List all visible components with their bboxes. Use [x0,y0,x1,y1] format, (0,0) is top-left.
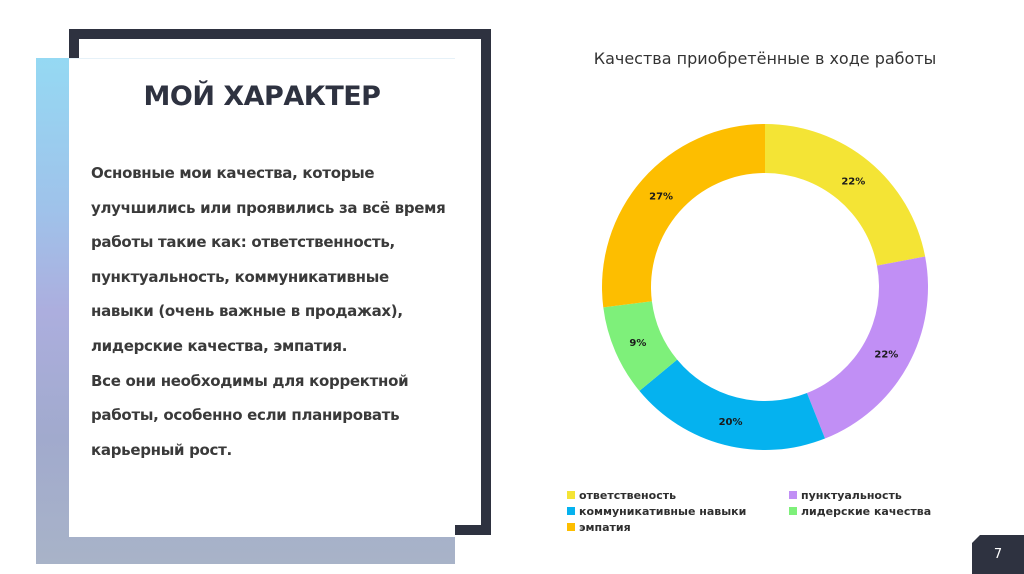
legend-item-punctuality: пунктуальность [789,489,902,502]
page-number: 7 [972,535,1024,574]
body-line: карьерный рост. [91,440,232,459]
donut-slice [639,359,826,450]
slice-label: 20% [719,417,743,428]
legend-item-empathy: эмпатия [567,521,631,534]
legend-label: лидерские качества [801,505,932,518]
body-line: работы, особенно если планировать [91,406,400,425]
body-line: Все они необходимы для корректной [91,371,409,390]
legend-swatch [789,507,797,515]
legend-item-responsibility: ответственость [567,489,676,502]
legend-item-communication: коммуникативные навыки [567,505,746,518]
slide-title: МОЙ ХАРАКТЕР [143,81,381,112]
body-line: лидерские качества, эмпатия. [91,336,348,355]
slice-label: 27% [649,191,673,202]
donut-slice [765,124,926,266]
legend-swatch [789,491,797,499]
donut-slice [601,123,765,308]
legend-item-leadership: лидерские качества [789,505,931,518]
legend-swatch [567,491,575,499]
legend-label: ответственость [579,489,677,502]
body-line: пунктуальность, коммуникативные [91,267,389,286]
body-line: навыки (очень важные в продажах), [91,302,403,321]
body-text: Основные мои качества, которые улучшилис… [91,161,451,472]
donut-slice [806,256,928,439]
legend-swatch [567,523,575,531]
slice-label: 22% [874,350,898,361]
chart-title: Качества приобретённые в ходе работы [593,49,937,68]
legend-label: эмпатия [579,521,631,534]
body-line: работы такие как: ответственность, [91,233,395,252]
text-card: МОЙ ХАРАКТЕР Основные мои качества, кото… [69,58,455,537]
donut-slice [603,301,678,391]
body-line: Основные мои качества, которые [91,164,375,182]
slice-label: 22% [841,176,865,187]
slice-label: 9% [629,338,646,349]
legend-label: коммуникативные навыки [579,505,747,518]
donut-slices [601,123,928,450]
legend-swatch [567,507,575,515]
donut-labels: 22% 22% 20% 9% 27% [629,176,898,428]
body-line: улучшились или проявились за всё время [91,198,446,217]
legend-label: пунктуальность [801,489,902,502]
